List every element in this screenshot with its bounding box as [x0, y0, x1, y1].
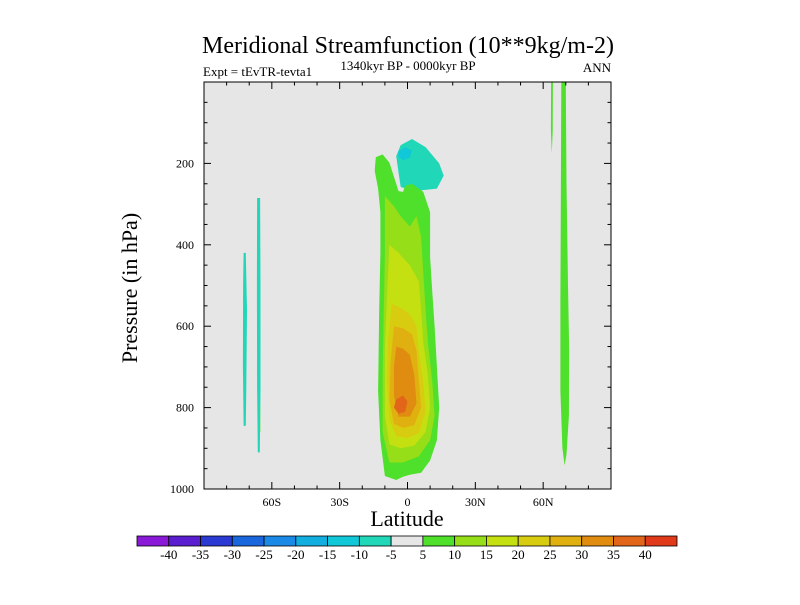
y-tick-label: 200	[176, 156, 194, 170]
colorbar-swatch	[295, 535, 328, 547]
colorbar-label: -5	[386, 547, 397, 562]
colorbar-label: -35	[192, 547, 209, 562]
period-label: 1340kyr BP - 0000kyr BP	[340, 58, 475, 73]
colorbar-label: -40	[160, 547, 177, 562]
colorbar-swatch	[327, 535, 360, 547]
contour-region	[242, 252, 247, 426]
colorbar-label: -25	[255, 547, 272, 562]
colorbar-label: 30	[575, 547, 588, 562]
colorbar-label: -15	[319, 547, 336, 562]
colorbar-swatch	[486, 535, 519, 547]
contour-regions	[242, 82, 570, 480]
y-tick-label: 400	[176, 238, 194, 252]
colorbar-swatch	[200, 535, 233, 547]
contour-region	[398, 147, 412, 161]
y-tick-label: 600	[176, 319, 194, 333]
colorbar-label: 5	[420, 547, 427, 562]
colorbar-label: 15	[480, 547, 493, 562]
colorbar-swatch	[581, 535, 614, 547]
colorbar-label: 20	[512, 547, 525, 562]
colorbar-label: 35	[607, 547, 620, 562]
x-tick-label: 30S	[330, 495, 349, 509]
y-tick-label: 1000	[170, 482, 194, 496]
x-tick-label: 60S	[262, 495, 281, 509]
contour-region	[550, 82, 553, 154]
colorbar-swatch	[231, 535, 265, 547]
contour-region	[560, 82, 570, 466]
colorbar-swatch	[422, 535, 456, 547]
colorbar-swatch	[136, 535, 170, 547]
y-axis-label: Pressure (in hPa)	[117, 213, 142, 363]
contour-region	[256, 198, 261, 453]
colorbar: -40 -35 -30 -25 -20 -15 -10 -5 5 10 15 20 25 30 35 40	[136, 535, 678, 562]
experiment-label: Expt = tEvTR-tevta1	[203, 64, 312, 79]
x-tick-label: 60N	[533, 495, 554, 509]
x-axis-label: Latitude	[370, 506, 443, 531]
axis-ticks: 60S 30S 0 30N 60N 200 400 600 800 1000	[170, 82, 612, 509]
colorbar-swatch	[358, 535, 392, 547]
contour-region	[393, 395, 408, 414]
colorbar-swatch	[168, 535, 201, 547]
colorbar-swatch	[454, 535, 487, 547]
chart-title: Meridional Streamfunction (10**9kg/m-2)	[202, 33, 614, 59]
colorbar-label: 10	[448, 547, 461, 562]
colorbar-swatch	[613, 535, 646, 547]
colorbar-label: -20	[287, 547, 304, 562]
colorbar-swatch	[263, 535, 297, 547]
colorbar-swatch	[549, 535, 583, 547]
colorbar-swatch	[517, 535, 551, 547]
x-tick-label: 0	[405, 495, 411, 509]
colorbar-swatch	[644, 535, 678, 547]
colorbar-label: -10	[351, 547, 368, 562]
colorbar-label: 40	[639, 547, 652, 562]
x-tick-label: 30N	[465, 495, 486, 509]
y-tick-label: 800	[176, 401, 194, 415]
season-label: ANN	[583, 60, 612, 75]
contour-region	[259, 403, 261, 432]
colorbar-swatch	[390, 535, 424, 547]
colorbar-label: -30	[224, 547, 241, 562]
colorbar-label: 25	[543, 547, 556, 562]
